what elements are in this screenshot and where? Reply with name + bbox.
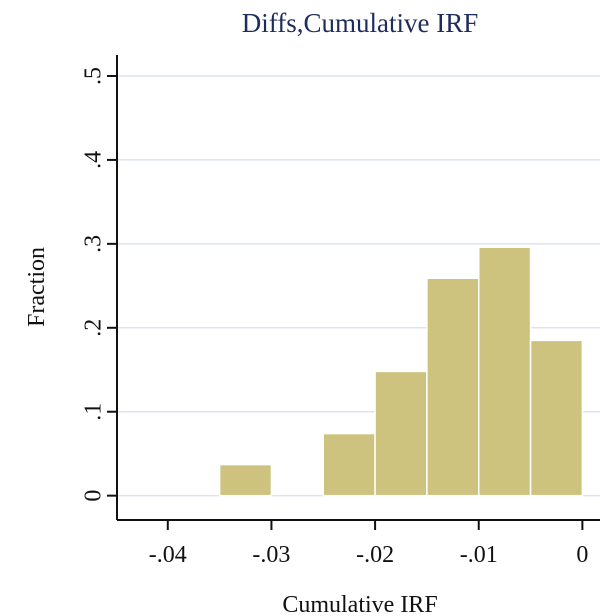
y-tick-label: .3 (81, 235, 107, 253)
bar (322, 432, 376, 497)
y-tick-label: .2 (81, 319, 107, 337)
bar (426, 277, 480, 497)
bar (477, 246, 532, 497)
x-tick-label: -.01 (460, 542, 498, 568)
x-axis-label: Cumulative IRF (282, 592, 437, 616)
y-tick-label: .4 (81, 151, 107, 169)
y-axis-label: Fraction (24, 247, 50, 327)
x-tick-label: 0 (576, 542, 588, 568)
bar (529, 339, 584, 497)
x-tick-label: -.04 (149, 542, 187, 568)
bar (218, 463, 273, 497)
y-tick-label: .1 (81, 403, 107, 421)
y-tick-label: 0 (81, 490, 107, 502)
x-tick-label: -.03 (252, 542, 290, 568)
y-tick-label: .5 (81, 67, 107, 85)
chart-title: Diffs,Cumulative IRF (242, 8, 479, 38)
bar (374, 370, 428, 497)
x-tick-label: -.02 (356, 542, 394, 568)
